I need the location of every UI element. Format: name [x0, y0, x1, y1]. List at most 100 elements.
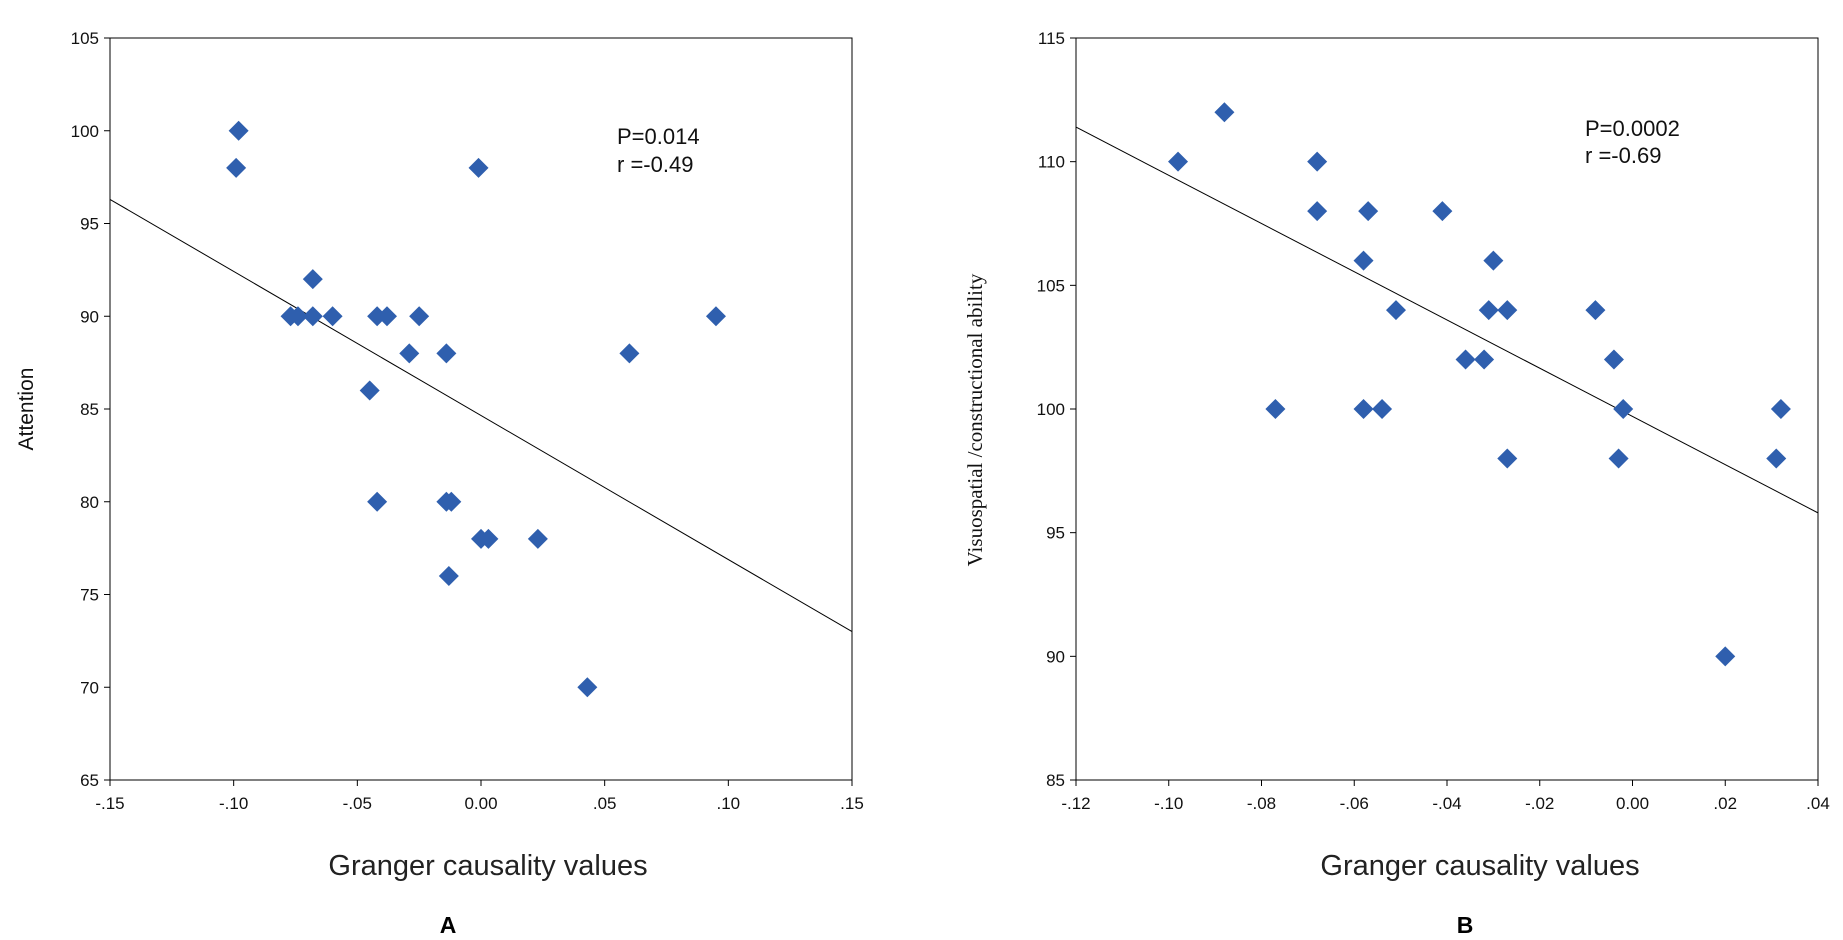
y-tick-label-b: 85: [1046, 771, 1065, 790]
y-tick-label-b: 110: [1038, 153, 1065, 172]
scatter-point-b: [1613, 399, 1634, 419]
scatter-point-b: [1474, 349, 1495, 370]
scatter-point-b: [1353, 250, 1374, 271]
panel-label-a: A: [440, 912, 457, 938]
scatter-point-a: [468, 157, 489, 178]
y-ticks-b: 85 90 95 100 105 110 115: [1037, 29, 1076, 790]
y-axis-label-a: Attention: [15, 368, 38, 451]
x-tick-label-a: 0.00: [464, 794, 497, 813]
x-tick-label-b: -.10: [1154, 794, 1183, 813]
x-tick-label-a: -.15: [95, 794, 124, 813]
plot-frame-a: [109, 37, 853, 781]
scatter-point-a: [436, 343, 457, 364]
scatter-point-a: [399, 343, 420, 364]
x-tick-label-b: -.06: [1340, 794, 1369, 813]
scatter-point-a: [619, 343, 640, 364]
scatter-point-b: [1214, 102, 1235, 123]
p-value-annotation-a: P=0.014: [617, 124, 700, 149]
x-axis-label-a: Granger causality values: [328, 850, 647, 882]
x-tick-label-b: -.12: [1061, 794, 1090, 813]
scatter-point-a: [302, 306, 323, 327]
scatter-point-a: [409, 306, 430, 327]
scatter-point-b: [1372, 399, 1393, 419]
y-tick-label-b: 105: [1037, 276, 1065, 295]
x-tick-label-a: .05: [593, 794, 617, 813]
scatter-point-a: [527, 528, 548, 549]
y-tick-label-a: 105: [71, 29, 99, 48]
x-tick-label-b: -.08: [1247, 794, 1276, 813]
chart-a: -.15 -.10 -.05 0.00 .05 .10 .15 65 70 75 80 85 90 95…: [15, 29, 864, 938]
y-tick-label-a: 95: [80, 215, 99, 234]
y-tick-label-a: 90: [80, 307, 99, 326]
regression-line-b: [1075, 126, 1819, 514]
scatter-point-b: [1478, 300, 1499, 321]
x-tick-label-a: -.05: [343, 794, 372, 813]
scatter-point-b: [1432, 201, 1453, 222]
p-value-annotation-b: P=0.0002: [1585, 116, 1680, 141]
scatter-point-b: [1385, 300, 1406, 321]
y-tick-label-a: 85: [80, 400, 99, 419]
scatter-point-a: [322, 306, 343, 327]
scatter-point-b: [1770, 399, 1791, 419]
x-tick-label-a: .10: [717, 794, 741, 813]
scatter-point-a: [226, 157, 247, 178]
x-tick-label-b: -.04: [1432, 794, 1461, 813]
scatter-point-b: [1455, 349, 1476, 370]
scatter-point-b: [1603, 349, 1624, 370]
scatter-point-b: [1715, 646, 1736, 667]
y-tick-label-a: 80: [80, 493, 99, 512]
plot-frame-b: [1075, 37, 1819, 781]
scatter-points-a: [226, 120, 726, 698]
x-ticks-a: -.15 -.10 -.05 0.00 .05 .10 .15: [95, 780, 864, 813]
scatter-point-b: [1168, 151, 1189, 172]
y-tick-label-a: 65: [80, 771, 99, 790]
y-tick-label-b: 115: [1038, 29, 1065, 48]
scatter-point-a: [577, 677, 598, 698]
y-tick-label-b: 90: [1046, 647, 1065, 666]
scatter-point-a: [441, 491, 462, 512]
x-tick-label-a: -.10: [219, 794, 248, 813]
scatter-point-b: [1483, 250, 1504, 271]
y-tick-label-a: 75: [80, 586, 99, 605]
regression-line-a: [109, 198, 853, 633]
y-tick-label-a: 70: [80, 678, 99, 697]
x-ticks-b: -.12 -.10 -.08 -.06 -.04 -.02 0.00 .02 .04: [1061, 780, 1830, 813]
scatter-point-a: [705, 306, 726, 327]
scatter-point-a: [359, 380, 380, 401]
scatter-point-a: [438, 565, 459, 586]
x-tick-label-b: 0.00: [1616, 794, 1649, 813]
x-tick-label-a: .15: [840, 794, 864, 813]
y-tick-label-b: 100: [1037, 400, 1065, 419]
x-tick-label-b: .02: [1713, 794, 1737, 813]
panel-label-b: B: [1457, 912, 1474, 938]
scatter-point-b: [1497, 448, 1518, 469]
scatter-point-a: [478, 528, 499, 549]
r-value-annotation-b: r =-0.69: [1585, 143, 1661, 168]
scatter-point-a: [377, 306, 398, 327]
fit-line-b: [1075, 126, 1819, 514]
scatter-point-a: [228, 120, 249, 141]
scatter-point-b: [1265, 399, 1286, 419]
fit-line-a: [109, 198, 853, 633]
y-tick-label-b: 95: [1046, 524, 1065, 543]
scatter-point-b: [1358, 201, 1379, 222]
scatter-point-a: [367, 491, 388, 512]
scatter-points-b: [1168, 102, 1791, 667]
scatter-point-b: [1307, 201, 1328, 222]
y-ticks-a: 65 70 75 80 85 90 95 100 105: [71, 29, 110, 790]
x-tick-label-b: .04: [1806, 794, 1830, 813]
y-tick-label-a: 100: [71, 122, 99, 141]
scatter-point-b: [1307, 151, 1328, 172]
scatter-point-a: [287, 306, 308, 327]
scatter-point-b: [1608, 448, 1629, 469]
scatter-point-b: [1497, 300, 1518, 321]
scatter-point-b: [1585, 300, 1606, 321]
scatter-point-b: [1766, 448, 1787, 469]
scatter-point-b: [1353, 399, 1374, 419]
r-value-annotation-a: r =-0.49: [617, 152, 693, 177]
scatter-point-a: [302, 269, 323, 290]
x-tick-label-b: -.02: [1525, 794, 1554, 813]
x-axis-label-b: Granger causality values: [1320, 850, 1639, 882]
chart-b: -.12 -.10 -.08 -.06 -.04 -.02 0.00 .02 .04 85 90 9…: [963, 29, 1830, 938]
